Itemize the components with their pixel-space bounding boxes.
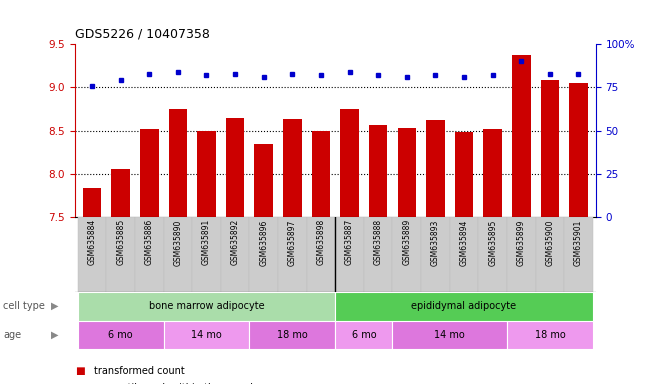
- Bar: [111, 169, 130, 217]
- Text: 18 mo: 18 mo: [534, 330, 565, 340]
- Bar: [335, 217, 364, 292]
- Text: bone marrow adipocyte: bone marrow adipocyte: [148, 301, 264, 311]
- Text: GSM635891: GSM635891: [202, 219, 211, 265]
- Bar: [77, 321, 163, 349]
- Text: GSM635895: GSM635895: [488, 219, 497, 266]
- Bar: [335, 292, 593, 321]
- Text: GSM635897: GSM635897: [288, 219, 297, 266]
- Bar: [512, 55, 531, 217]
- Text: GSM635899: GSM635899: [517, 219, 526, 266]
- Bar: [507, 321, 593, 349]
- Bar: [426, 120, 445, 217]
- Bar: [364, 217, 393, 292]
- Text: percentile rank within the sample: percentile rank within the sample: [94, 383, 259, 384]
- Text: ■: ■: [75, 383, 85, 384]
- Bar: [536, 217, 564, 292]
- Bar: [278, 217, 307, 292]
- Text: GSM635900: GSM635900: [546, 219, 555, 266]
- Text: GSM635898: GSM635898: [316, 219, 326, 265]
- Bar: [393, 321, 507, 349]
- Bar: [83, 189, 102, 217]
- Bar: [163, 321, 249, 349]
- Text: GDS5226 / 10407358: GDS5226 / 10407358: [75, 27, 210, 40]
- Text: GSM635896: GSM635896: [259, 219, 268, 266]
- Text: 14 mo: 14 mo: [434, 330, 465, 340]
- Bar: [335, 321, 393, 349]
- Text: 14 mo: 14 mo: [191, 330, 222, 340]
- Bar: [307, 217, 335, 292]
- Bar: [249, 217, 278, 292]
- Bar: [455, 132, 473, 217]
- Bar: [169, 109, 187, 217]
- Text: GSM635884: GSM635884: [87, 219, 96, 265]
- Text: GSM635901: GSM635901: [574, 219, 583, 266]
- Text: GSM635885: GSM635885: [116, 219, 125, 265]
- Bar: [197, 131, 215, 217]
- Text: transformed count: transformed count: [94, 366, 185, 376]
- Bar: [312, 131, 330, 217]
- Bar: [140, 129, 159, 217]
- Text: GSM635893: GSM635893: [431, 219, 440, 266]
- Text: ▶: ▶: [51, 330, 59, 340]
- Text: age: age: [3, 330, 21, 340]
- Text: epididymal adipocyte: epididymal adipocyte: [411, 301, 517, 311]
- Bar: [569, 83, 588, 217]
- Bar: [369, 124, 387, 217]
- Text: ▶: ▶: [51, 301, 59, 311]
- Bar: [540, 81, 559, 217]
- Text: 18 mo: 18 mo: [277, 330, 308, 340]
- Bar: [340, 109, 359, 217]
- Bar: [77, 217, 106, 292]
- Text: GSM635886: GSM635886: [145, 219, 154, 265]
- Bar: [393, 217, 421, 292]
- Bar: [283, 119, 301, 217]
- Bar: [398, 128, 416, 217]
- Text: ■: ■: [75, 366, 85, 376]
- Bar: [192, 217, 221, 292]
- Text: GSM635890: GSM635890: [173, 219, 182, 266]
- Bar: [226, 118, 244, 217]
- Bar: [221, 217, 249, 292]
- Bar: [255, 144, 273, 217]
- Bar: [135, 217, 163, 292]
- Bar: [249, 321, 335, 349]
- Bar: [483, 129, 502, 217]
- Bar: [478, 217, 507, 292]
- Text: 6 mo: 6 mo: [352, 330, 376, 340]
- Text: cell type: cell type: [3, 301, 45, 311]
- Text: GSM635889: GSM635889: [402, 219, 411, 265]
- Bar: [163, 217, 192, 292]
- Bar: [106, 217, 135, 292]
- Bar: [421, 217, 450, 292]
- Bar: [450, 217, 478, 292]
- Text: 6 mo: 6 mo: [108, 330, 133, 340]
- Text: GSM635888: GSM635888: [374, 219, 383, 265]
- Text: GSM635892: GSM635892: [230, 219, 240, 265]
- Text: GSM635894: GSM635894: [460, 219, 469, 266]
- Bar: [564, 217, 593, 292]
- Bar: [507, 217, 536, 292]
- Text: GSM635887: GSM635887: [345, 219, 354, 265]
- Bar: [77, 292, 335, 321]
